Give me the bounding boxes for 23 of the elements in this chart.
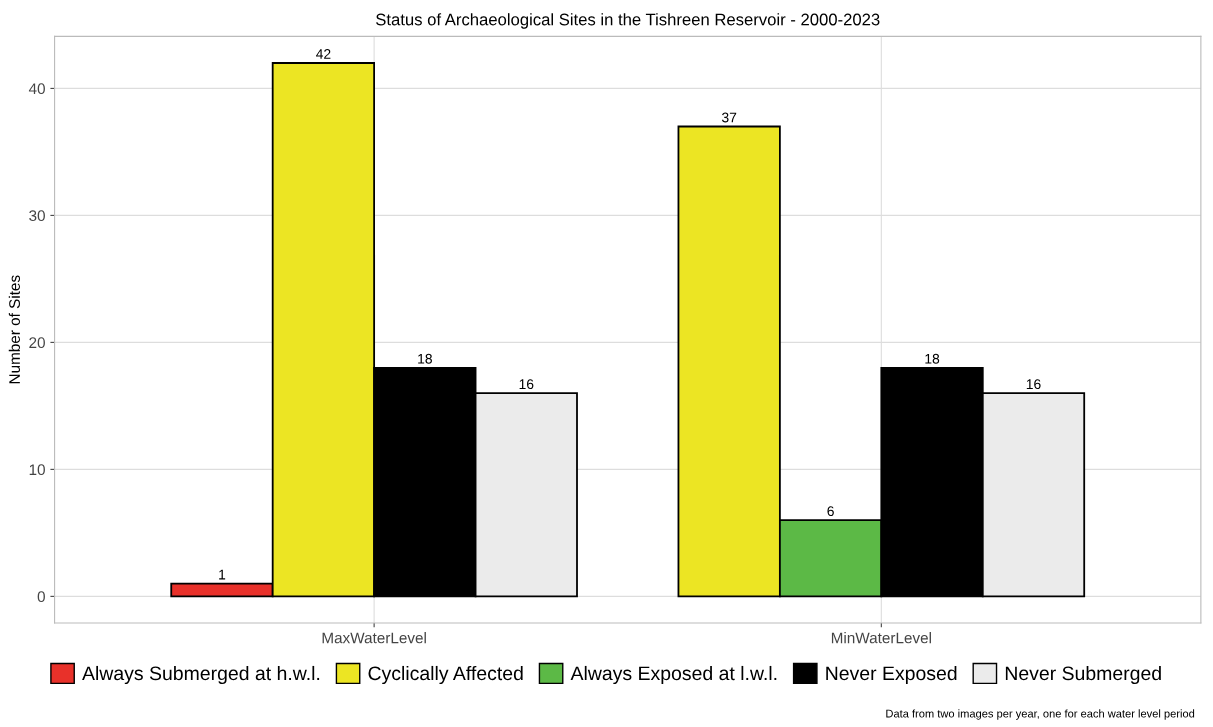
legend-label: Cyclically Affected [368, 665, 523, 685]
chart-title: Status of Archaeological Sites in the Tishreen Reservoir - 2000-2023 [376, 13, 880, 29]
x-tick-label: MinWaterLevel [831, 632, 931, 644]
y-tick-label: 20 [29, 337, 45, 349]
text: Data from two images per year, one for each water level period [886, 709, 1195, 720]
data-label: 6 [827, 506, 834, 517]
data-label: 18 [925, 353, 940, 364]
data-label: 42 [316, 49, 331, 59]
y-tick-label: 0 [37, 591, 45, 603]
x-tick-label: MaxWaterLevel [322, 632, 426, 644]
legend-label: Never Submerged [1005, 665, 1161, 685]
data-label: 37 [721, 112, 737, 123]
y-tick-label: 40 [28, 83, 45, 95]
data-label: 18 [418, 353, 432, 364]
y-tick-label: 30 [29, 210, 45, 222]
y-axis-title: Number of Sites [8, 275, 20, 384]
data-label: 16 [1026, 379, 1041, 390]
legend-label: Always Exposed at l.w.l. [570, 665, 777, 685]
data-label: 1 [219, 569, 226, 580]
y-tick-label: 10 [29, 464, 45, 476]
legend-label: Never Exposed [826, 665, 957, 685]
data-label: 16 [519, 379, 534, 390]
legend-label: Always Submerged at h.w.l. [82, 665, 320, 685]
